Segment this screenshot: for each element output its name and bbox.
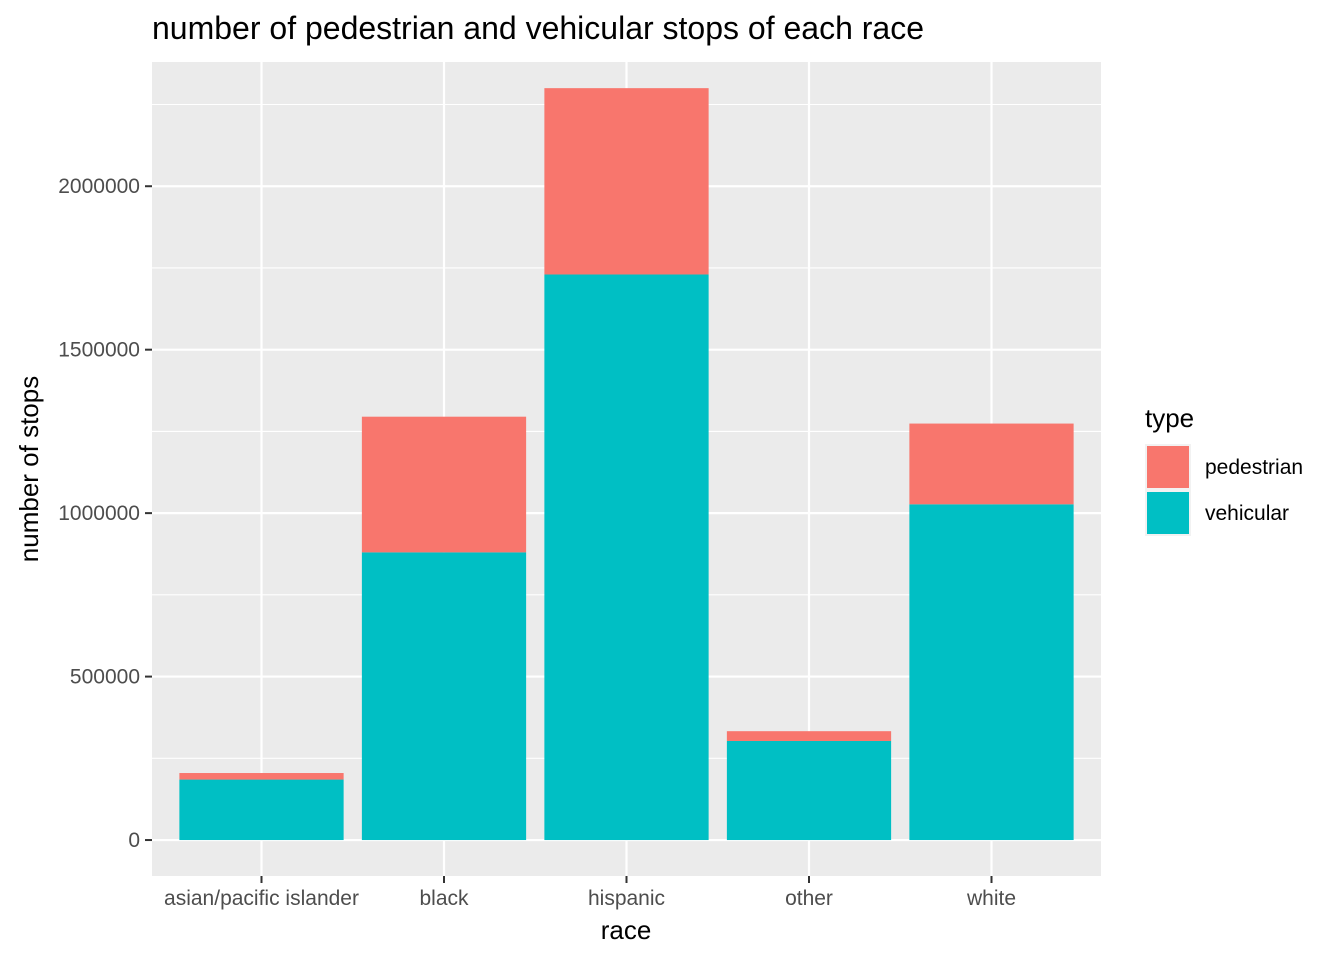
- legend-swatch-vehicular: [1147, 492, 1189, 534]
- bar-vehicular: [544, 274, 709, 841]
- bar-pedestrian: [179, 773, 344, 780]
- x-tick-label: white: [966, 887, 1016, 910]
- bar-pedestrian: [361, 416, 527, 553]
- y-axis-title: number of stops: [14, 376, 44, 562]
- x-tick-label: other: [785, 887, 833, 910]
- bars: [179, 88, 1074, 841]
- legend-swatch-pedestrian: [1147, 446, 1189, 488]
- y-tick-label: 0: [128, 829, 140, 852]
- y-tick-label: 1500000: [58, 339, 140, 362]
- bar-vehicular: [909, 504, 1074, 841]
- bar-vehicular: [726, 740, 892, 841]
- legend-label-pedestrian: pedestrian: [1205, 456, 1303, 479]
- y-tick-label: 2000000: [58, 175, 140, 198]
- legend-label-vehicular: vehicular: [1205, 502, 1289, 525]
- bar-pedestrian: [726, 731, 892, 741]
- x-axis: asian/pacific islander black hispanic other…: [164, 876, 1016, 910]
- x-tick-label: hispanic: [588, 887, 665, 910]
- y-tick-label: 500000: [70, 666, 140, 689]
- x-tick-label: asian/pacific islander: [164, 887, 359, 910]
- legend-title: type: [1145, 403, 1194, 433]
- y-axis: 0 500000 1000000 1500000 2000000: [58, 175, 152, 852]
- legend: type pedestrian vehicular: [1145, 403, 1303, 536]
- bar-vehicular: [361, 552, 527, 841]
- y-tick-label: 1000000: [58, 502, 140, 525]
- chart-title: number of pedestrian and vehicular stops…: [152, 10, 924, 46]
- x-tick-label: black: [419, 887, 469, 910]
- bar-pedestrian: [909, 423, 1074, 505]
- bar-pedestrian: [544, 88, 709, 275]
- x-axis-title: race: [601, 915, 652, 945]
- bar-vehicular: [179, 779, 344, 841]
